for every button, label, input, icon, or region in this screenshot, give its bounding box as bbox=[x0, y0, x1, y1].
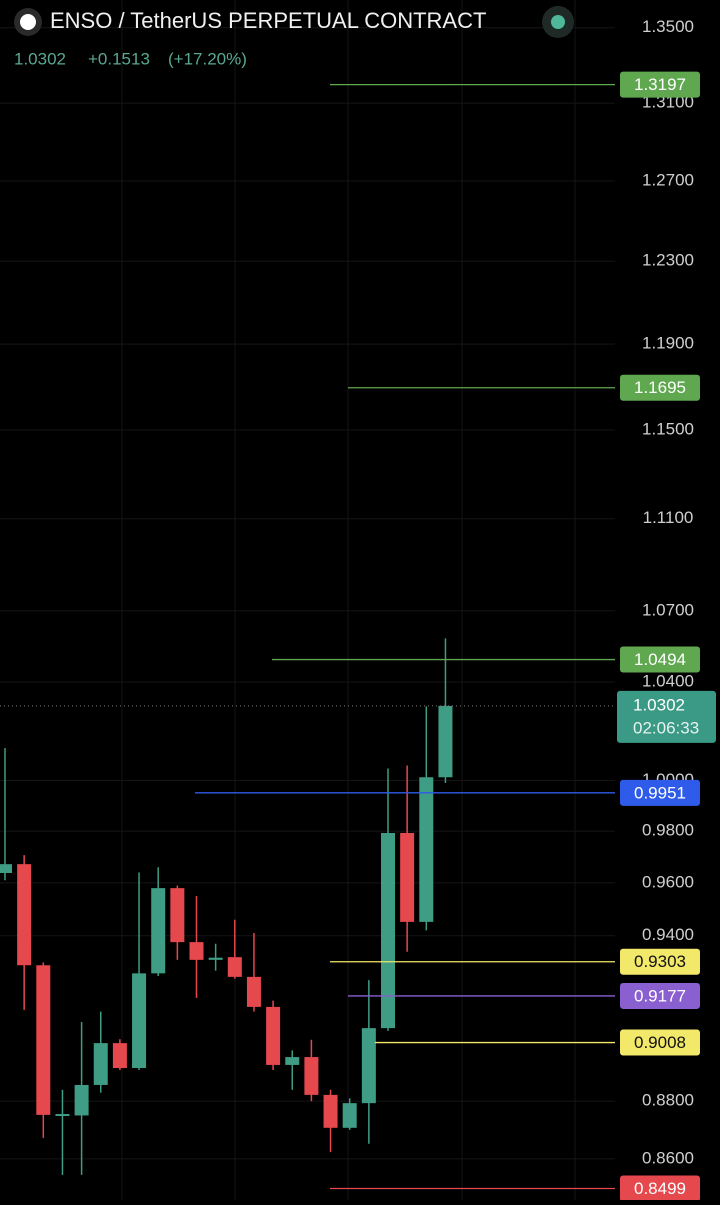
header: ENSO / TetherUS PERPETUAL CONTRACT 1.030… bbox=[14, 6, 574, 68]
y-tick-label: 0.8600 bbox=[642, 1148, 694, 1167]
candle-body bbox=[304, 1057, 319, 1095]
price-tag-label: 1.3197 bbox=[634, 75, 686, 94]
y-tick-label: 1.2300 bbox=[642, 251, 694, 270]
price-tag-label: 0.9303 bbox=[634, 952, 686, 971]
countdown: 02:06:33 bbox=[633, 718, 699, 737]
candle-body bbox=[170, 888, 185, 943]
price-tag bbox=[620, 71, 700, 98]
candle-body bbox=[17, 864, 32, 966]
price-change: +0.1513 bbox=[88, 49, 150, 68]
price-tag bbox=[620, 982, 700, 1009]
grid bbox=[0, 0, 615, 1200]
y-axis: 1.35001.31001.27001.23001.19001.15001.11… bbox=[617, 17, 716, 1202]
candle-body bbox=[189, 942, 204, 960]
chart-title: ENSO / TetherUS PERPETUAL CONTRACT bbox=[50, 8, 486, 33]
symbol-logo-inner bbox=[20, 14, 36, 30]
y-tick-label: 1.0400 bbox=[642, 672, 694, 691]
candle-body bbox=[361, 1028, 376, 1104]
y-tick-label: 1.1100 bbox=[643, 508, 694, 527]
candle-body bbox=[285, 1057, 300, 1065]
price-tag-label: 0.9951 bbox=[634, 783, 686, 802]
candle-body bbox=[400, 832, 415, 922]
candle-body bbox=[112, 1043, 127, 1069]
candle-body bbox=[342, 1103, 357, 1128]
price-tag-label: 0.9177 bbox=[634, 986, 686, 1005]
candle-body bbox=[208, 957, 223, 960]
plot bbox=[0, 84, 615, 1190]
price-tag bbox=[620, 646, 700, 673]
price-tag bbox=[620, 374, 700, 401]
candle-body bbox=[36, 965, 51, 1115]
candle-body bbox=[438, 705, 453, 778]
price-tag-label: 1.1695 bbox=[634, 378, 686, 397]
candle-body bbox=[0, 864, 12, 873]
y-tick-label: 0.9400 bbox=[642, 925, 694, 944]
price-tag bbox=[620, 779, 700, 806]
price-tag bbox=[620, 1029, 700, 1056]
y-tick-label: 0.9600 bbox=[642, 872, 694, 891]
candle-body bbox=[93, 1043, 108, 1085]
y-tick-label: 1.2700 bbox=[642, 170, 694, 189]
candle-body bbox=[151, 888, 166, 974]
price-tag-label: 1.0494 bbox=[634, 650, 686, 669]
status-dot bbox=[551, 15, 565, 29]
candle-body bbox=[55, 1114, 70, 1117]
candle-body bbox=[381, 832, 395, 1029]
price-tag bbox=[620, 948, 700, 975]
y-tick-label: 1.1500 bbox=[642, 419, 694, 438]
y-tick-label: 0.9800 bbox=[642, 821, 694, 840]
candle-body bbox=[132, 973, 147, 1069]
y-tick-label: 1.0700 bbox=[642, 600, 694, 619]
candle-body bbox=[246, 976, 261, 1007]
candle-body bbox=[323, 1094, 338, 1128]
y-tick-label: 0.8800 bbox=[642, 1091, 694, 1110]
price-change-pct: (+17.20%) bbox=[168, 49, 247, 68]
current-price-tag bbox=[617, 690, 716, 743]
candle-body bbox=[419, 777, 434, 922]
price-tag-label: 0.8499 bbox=[634, 1179, 686, 1198]
candle-body bbox=[266, 1006, 281, 1065]
y-tick-label: 1.3500 bbox=[642, 17, 694, 36]
price-tag-label: 0.9008 bbox=[634, 1033, 686, 1052]
candle-body bbox=[74, 1084, 89, 1116]
last-price: 1.0302 bbox=[14, 49, 66, 68]
candle-body bbox=[227, 957, 242, 977]
price-tag bbox=[620, 1175, 700, 1202]
current-price-label: 1.0302 bbox=[633, 695, 685, 714]
y-tick-label: 1.1900 bbox=[642, 334, 694, 353]
